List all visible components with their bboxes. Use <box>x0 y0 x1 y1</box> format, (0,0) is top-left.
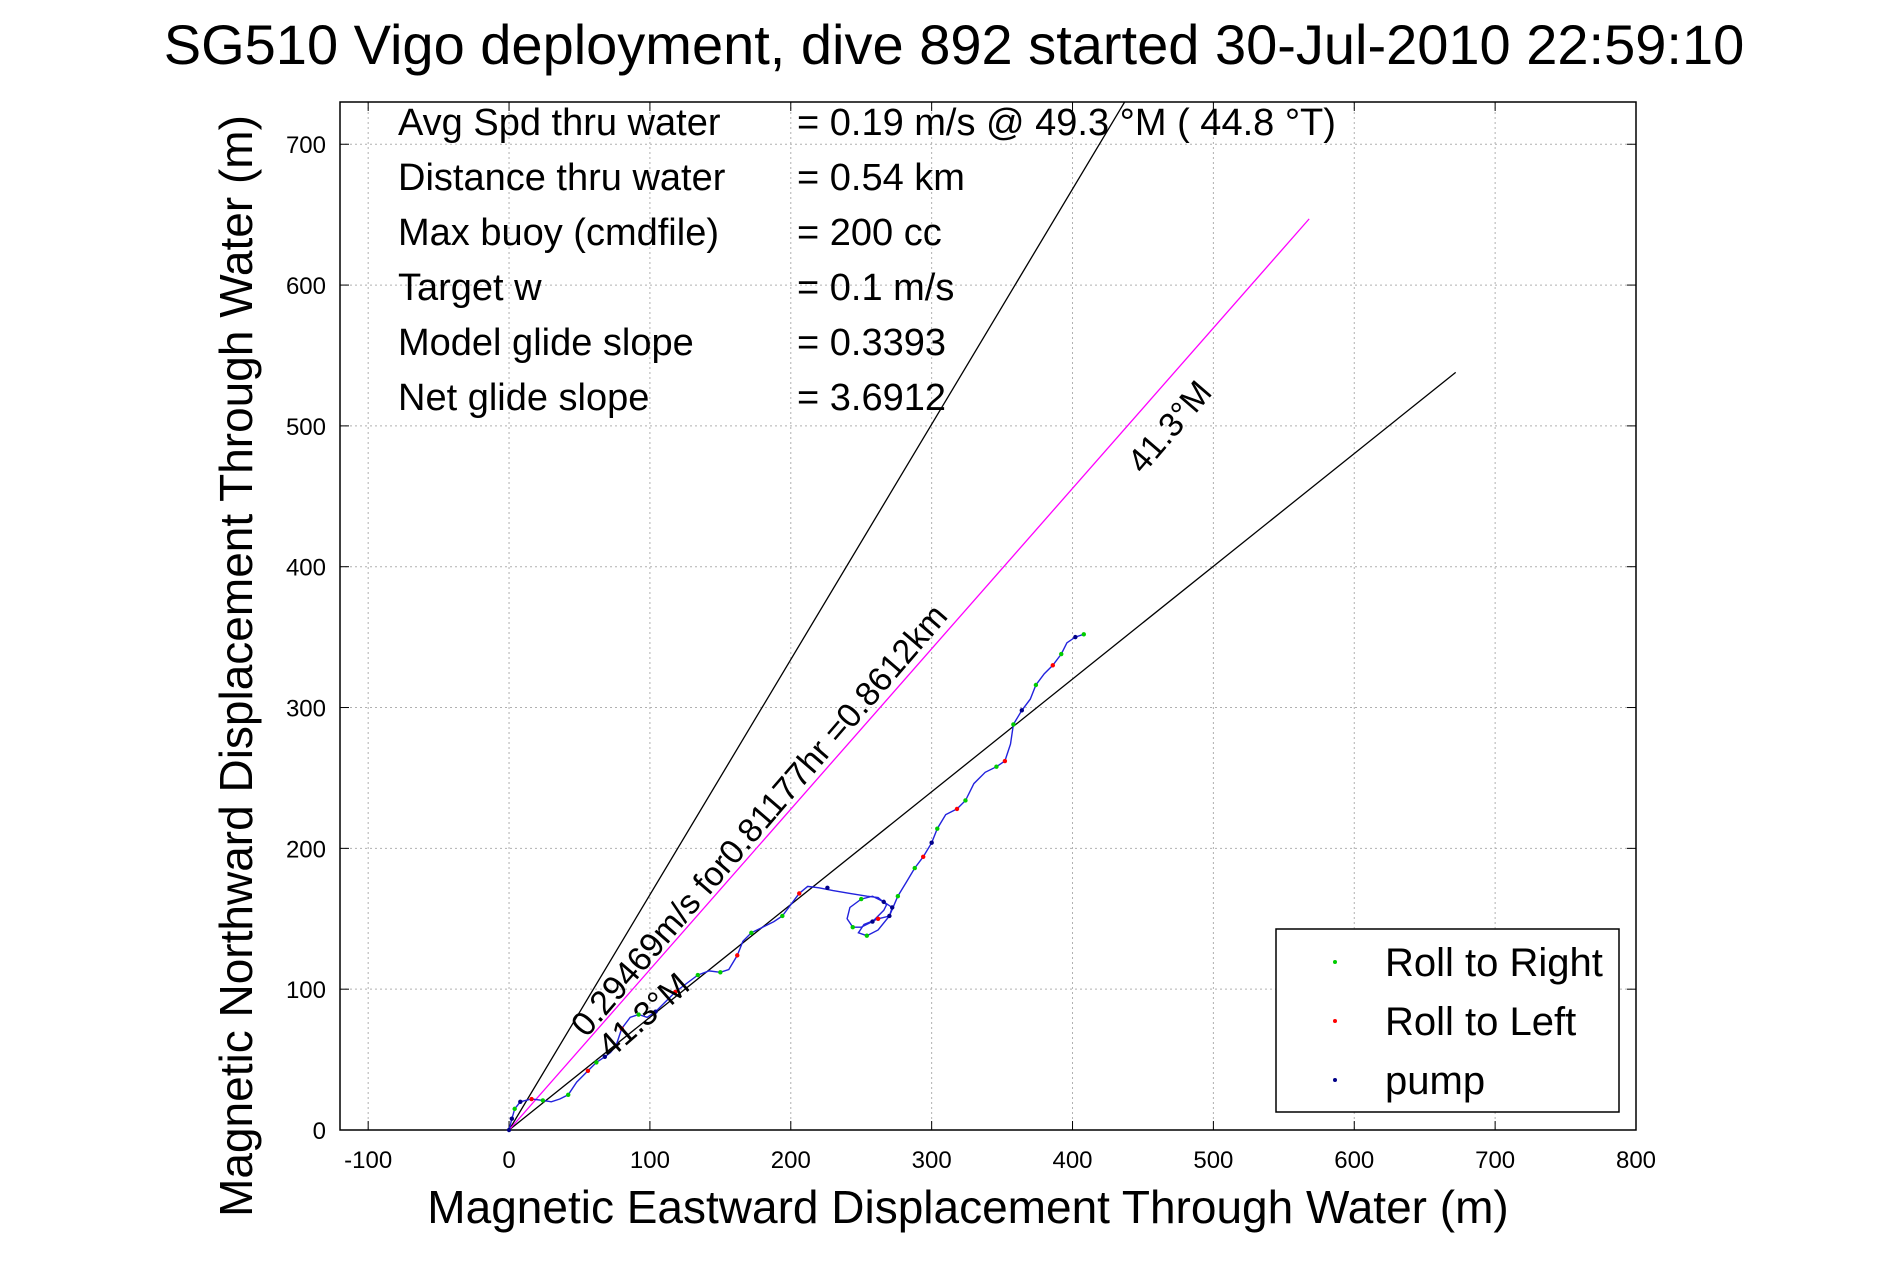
data-point <box>512 1106 517 1112</box>
data-point <box>912 865 917 871</box>
data-point <box>1050 663 1056 668</box>
data-point <box>735 953 740 958</box>
data-point <box>1073 634 1078 640</box>
data-point <box>994 764 999 769</box>
data-point <box>859 896 864 902</box>
data-point <box>1081 632 1086 637</box>
legend-label: Roll to Left <box>1385 1000 1576 1044</box>
data-point <box>1059 651 1064 657</box>
data-point <box>780 913 785 919</box>
plot-frame <box>339 101 1637 1131</box>
data-point <box>636 1012 641 1017</box>
x-tick-label: 0 <box>502 1147 515 1174</box>
data-point <box>825 885 830 890</box>
stat-label: Distance thru water <box>398 157 726 199</box>
stat-label: Avg Spd thru water <box>398 102 721 144</box>
data-point <box>673 989 678 995</box>
y-tick-label: 300 <box>286 696 326 723</box>
legend-marker-roll-right <box>1333 960 1337 964</box>
data-point <box>929 840 934 845</box>
data-point <box>540 1098 546 1103</box>
x-tick-label: 800 <box>1616 1147 1656 1174</box>
x-tick-label: 300 <box>912 1147 952 1174</box>
x-tick-label: 700 <box>1475 1147 1515 1174</box>
data-point <box>653 1009 658 1014</box>
data-point <box>921 854 926 860</box>
stat-label: Model glide slope <box>398 322 694 364</box>
y-tick-label: 600 <box>286 273 326 300</box>
reference-line <box>508 102 1126 1130</box>
data-point <box>850 925 855 930</box>
data-point <box>518 1099 523 1105</box>
data-point <box>881 899 886 905</box>
x-tick-label: 500 <box>1193 1147 1233 1174</box>
data-point <box>718 970 723 975</box>
axes <box>339 101 1637 1131</box>
data-point <box>895 894 901 899</box>
x-tick-label: 100 <box>630 1147 670 1174</box>
stat-value: = 0.3393 <box>797 322 946 364</box>
chart-title: SG510 Vigo deployment, dive 892 started … <box>164 13 1745 76</box>
y-tick-label: 500 <box>286 414 326 441</box>
data-point <box>864 933 870 938</box>
data-point <box>529 1096 534 1102</box>
track-line <box>508 633 1085 1130</box>
stat-label: Target w <box>398 267 542 309</box>
stat-value: = 0.54 km <box>797 157 965 199</box>
stat-value: = 200 cc <box>797 212 942 254</box>
data-point <box>594 1060 599 1065</box>
y-axis-label: Magnetic Northward Displacement Through … <box>210 115 262 1217</box>
data-point <box>875 916 881 921</box>
data-point <box>619 1026 624 1031</box>
data-point <box>797 891 802 896</box>
data-point <box>870 919 875 924</box>
tick-labels: -100 0 100 200 300 400 500 600 700 800 0 100 200 300 4… <box>286 132 1656 1174</box>
stat-label: Max buoy (cmdfile) <box>398 212 719 254</box>
y-tick-label: 400 <box>286 555 326 582</box>
y-tick-label: 100 <box>286 977 326 1004</box>
data-point <box>890 905 895 910</box>
data-point <box>887 913 892 919</box>
data-point <box>963 798 968 803</box>
legend: Roll to Right Roll to Left pump <box>1275 928 1620 1113</box>
x-tick-label: 400 <box>1052 1147 1092 1174</box>
data-point <box>1011 722 1016 727</box>
y-tick-label: 700 <box>286 132 326 159</box>
x-tick-label: 200 <box>771 1147 811 1174</box>
data-point <box>1033 682 1039 688</box>
legend-label: Roll to Right <box>1385 941 1603 985</box>
stat-value: = 0.1 m/s <box>797 267 954 309</box>
data-point <box>566 1092 571 1097</box>
x-axis-label: Magnetic Eastward Displacement Through W… <box>427 1181 1508 1233</box>
data-points <box>506 632 1086 1133</box>
legend-label: pump <box>1385 1059 1485 1103</box>
stat-label: Net glide slope <box>398 377 649 419</box>
data-point <box>1019 708 1025 713</box>
stats-block: Avg Spd thru water = 0.19 m/s @ 49.3 °M … <box>398 102 1336 419</box>
legend-marker-roll-left <box>1333 1019 1337 1023</box>
data-point <box>749 930 754 936</box>
y-tick-label: 200 <box>286 836 326 863</box>
data-point <box>935 826 940 831</box>
reference-line <box>508 218 1310 1130</box>
legend-marker-pump <box>1333 1078 1337 1082</box>
data-point <box>954 806 960 812</box>
y-tick-label: 0 <box>313 1118 326 1145</box>
data-point <box>506 1127 512 1133</box>
data-point <box>602 1054 608 1059</box>
track <box>508 633 1085 1130</box>
data-point <box>509 1116 515 1121</box>
data-point <box>1002 758 1008 764</box>
x-tick-label: 600 <box>1334 1147 1374 1174</box>
stat-value: = 0.19 m/s @ 49.3 °M ( 44.8 °T) <box>797 102 1336 144</box>
stat-value: = 3.6912 <box>797 377 946 419</box>
data-point <box>695 972 701 978</box>
data-point <box>585 1068 591 1074</box>
reference-line <box>508 371 1457 1130</box>
reference-lines <box>508 102 1457 1130</box>
x-tick-label: -100 <box>344 1147 392 1174</box>
